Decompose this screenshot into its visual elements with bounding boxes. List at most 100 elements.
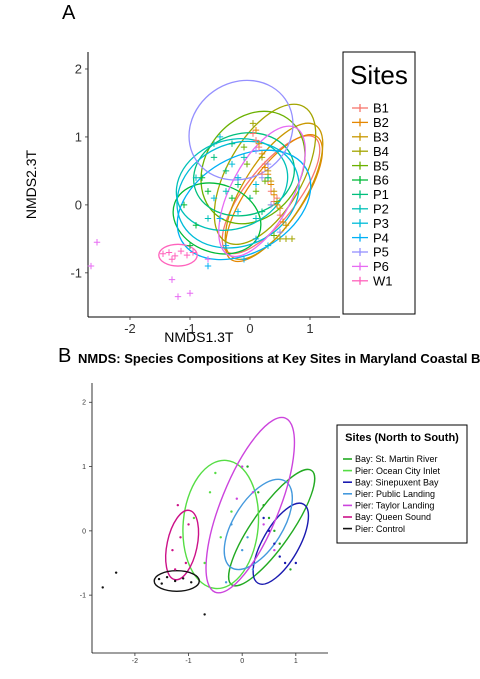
data-point [216, 133, 224, 141]
data-point [230, 523, 233, 526]
data-point [186, 242, 194, 249]
data-point [252, 235, 260, 243]
legend-item-label: Pier: Public Landing [355, 489, 435, 499]
legend-title: Sites [350, 60, 408, 90]
legend-item-label: Pier: Control [355, 524, 405, 534]
y-tick-label: 0 [82, 528, 86, 535]
legend-item-label: Pier: Ocean City Inlet [355, 466, 441, 476]
legend-box [342, 51, 416, 315]
data-point [246, 536, 249, 539]
x-tick-label: -2 [124, 321, 136, 336]
y-tick-label: 2 [82, 400, 86, 407]
series-ellipse [218, 125, 306, 258]
data-point [192, 516, 196, 520]
data-point [210, 194, 218, 202]
data-point [249, 130, 257, 137]
data-point [240, 465, 244, 468]
series-ellipse [205, 416, 296, 594]
data-point [264, 174, 272, 181]
series-ellipse [223, 478, 294, 571]
y-tick-label: 2 [75, 62, 82, 77]
data-point [198, 174, 206, 181]
data-point [267, 201, 275, 209]
data-point [176, 503, 180, 507]
data-point [262, 523, 265, 526]
data-point [276, 211, 284, 219]
data-point [289, 568, 292, 571]
data-point [171, 548, 174, 552]
data-point [234, 174, 242, 181]
data-point [222, 188, 230, 195]
series-ellipse [213, 103, 317, 246]
data-point [252, 137, 260, 144]
series-ellipse [175, 137, 289, 232]
data-point [186, 290, 194, 297]
data-point [230, 510, 233, 513]
legend-item-label: B2 [373, 115, 389, 130]
data-point [187, 523, 190, 526]
data-point [249, 120, 257, 127]
data-point [171, 252, 179, 260]
data-point [261, 164, 269, 171]
data-point [240, 154, 248, 161]
y-tick-label: 1 [82, 464, 86, 471]
data-point [262, 516, 265, 520]
data-point [210, 140, 218, 147]
data-point [258, 154, 266, 161]
data-point [294, 561, 298, 565]
x-tick-label: 0 [240, 658, 244, 665]
x-tick-label: -1 [184, 321, 196, 336]
series-ellipse [153, 570, 200, 592]
series-ellipse [182, 459, 260, 590]
data-point [262, 503, 265, 507]
data-point [192, 222, 200, 229]
data-point [203, 561, 206, 565]
series-ellipse [158, 243, 198, 267]
legend-item-label: Bay: St. Martin River [355, 454, 438, 464]
y-tick-label: 0 [75, 197, 82, 212]
data-point [216, 215, 224, 222]
data-point [257, 491, 260, 494]
data-point [273, 529, 276, 533]
data-point [240, 143, 248, 151]
data-point [174, 293, 182, 300]
legend-item-label: B6 [373, 173, 389, 188]
legend-title: Sites (North to South) [345, 432, 459, 444]
legend-item-label: P3 [373, 216, 389, 231]
data-point [276, 235, 284, 243]
data-point [168, 276, 176, 283]
data-point [270, 232, 278, 239]
data-point [159, 250, 167, 258]
data-point [240, 256, 248, 263]
series-ellipse [172, 182, 262, 255]
data-point [224, 581, 228, 584]
data-point [264, 160, 272, 168]
data-point [279, 218, 287, 226]
data-point [165, 249, 173, 256]
series-ellipse [164, 509, 200, 581]
data-point [179, 536, 182, 539]
x-tick-label: 1 [306, 321, 313, 336]
data-point [267, 516, 271, 520]
data-point [270, 188, 278, 195]
legend-item-label: Bay: Sinepuxent Bay [355, 477, 439, 487]
panel-b-letter: B [58, 345, 72, 367]
series-ellipse [227, 468, 316, 587]
data-point [246, 194, 254, 202]
data-point [283, 561, 287, 565]
data-point [204, 188, 212, 195]
data-point [234, 181, 242, 188]
data-point [267, 177, 275, 185]
data-point [173, 568, 177, 571]
data-point [114, 571, 118, 574]
y-axis-label: NMDS2.3T [23, 149, 39, 219]
legend-item-label: B5 [373, 158, 389, 173]
data-point [252, 181, 260, 188]
panel-b-title: NMDS: Species Compositions at Key Sites … [78, 351, 480, 366]
y-tick-label: -1 [80, 593, 86, 600]
data-point [264, 167, 272, 175]
data-point [165, 575, 169, 579]
x-axis-label: NMDS1.3T [164, 329, 234, 345]
data-point [160, 582, 163, 585]
